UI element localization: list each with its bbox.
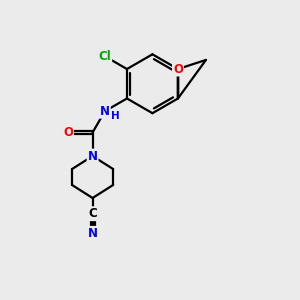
Text: O: O	[63, 126, 73, 139]
Text: H: H	[111, 111, 120, 121]
Text: C: C	[88, 207, 97, 220]
Text: N: N	[100, 105, 110, 118]
Text: Cl: Cl	[98, 50, 111, 63]
Text: N: N	[88, 227, 98, 240]
Text: N: N	[88, 149, 98, 163]
Text: O: O	[173, 62, 183, 76]
